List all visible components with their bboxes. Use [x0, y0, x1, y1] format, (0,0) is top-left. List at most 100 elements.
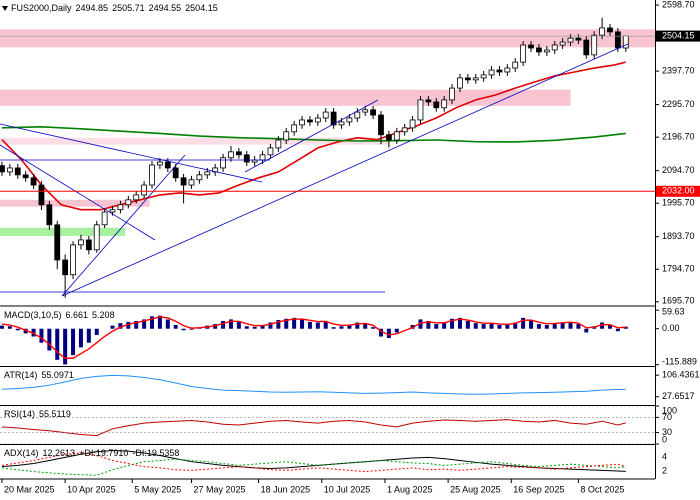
- header-item: 5.208: [92, 310, 115, 320]
- macd-bar: [7, 326, 12, 329]
- candle-body: [472, 77, 479, 81]
- macd-bar: [47, 328, 52, 351]
- candle-body: [607, 27, 613, 33]
- macd-bar: [252, 326, 257, 329]
- macd-bar: [300, 319, 305, 329]
- macd-bar: [118, 323, 123, 329]
- candle-body: [109, 209, 116, 213]
- macd-bar: [307, 321, 312, 329]
- pane-header: RSI(14) 55.5119: [4, 409, 71, 419]
- candle-body: [449, 87, 455, 101]
- candle-body: [512, 61, 519, 69]
- macd-bar: [236, 321, 241, 329]
- y-tick-label: 30: [662, 427, 672, 437]
- macd-bar: [181, 328, 186, 331]
- candle-body: [101, 211, 108, 226]
- macd-bar: [15, 328, 20, 331]
- macd-bar: [110, 325, 115, 329]
- y-tick-label: 0: [662, 434, 667, 444]
- menu-icon: [2, 6, 8, 11]
- macd-bar: [323, 320, 328, 329]
- macd-bar: [221, 320, 226, 329]
- frame: [0, 0, 656, 480]
- macd-bar: [244, 326, 249, 329]
- y-tick-label: 59.63: [662, 306, 685, 316]
- y-tick-label: 0.00: [662, 323, 680, 333]
- macd-bar: [339, 326, 344, 329]
- header-item: -DI:: [132, 448, 147, 458]
- macd-bar: [489, 323, 494, 329]
- x-tick-label: 25 Aug 2025: [450, 484, 501, 494]
- y-tick-label: 100: [662, 405, 677, 415]
- header-item: +DI:: [79, 448, 96, 458]
- candle-body: [567, 37, 574, 43]
- macd-bar: [347, 325, 352, 329]
- macd-bar: [0, 325, 4, 329]
- x-tick-label: 20 Mar 2025: [4, 484, 55, 494]
- candle-body: [378, 114, 384, 136]
- macd-bar: [418, 319, 423, 329]
- y-tick-label: 1995.70: [662, 198, 695, 208]
- candle-body: [433, 101, 440, 109]
- zone: [0, 199, 150, 207]
- candle-body: [559, 41, 566, 46]
- x-tick-label: 10 Apr 2025: [67, 484, 116, 494]
- candle-body: [267, 147, 274, 156]
- last-price-label: 2504.15: [662, 30, 695, 40]
- candle-body: [322, 111, 329, 119]
- macd-bar: [78, 328, 83, 348]
- macd-bar: [600, 322, 605, 329]
- last-price-box: [656, 30, 700, 42]
- macd-bar: [39, 328, 44, 343]
- candle-body: [417, 99, 424, 121]
- pane-header: MACD(3,10,5) 6.661 5.208: [4, 310, 115, 320]
- y-tick-label: 2598.70: [662, 0, 695, 9]
- candle-body: [149, 164, 155, 186]
- macd-bar: [284, 318, 289, 329]
- macd-bar: [481, 324, 486, 329]
- level-label: 2032.00: [662, 186, 695, 196]
- candle-body: [425, 99, 432, 103]
- candle-body: [157, 161, 163, 166]
- header-item: 6.661: [66, 310, 89, 320]
- rsi-pane: [0, 406, 655, 444]
- macd-bar: [86, 328, 91, 343]
- macd-bar: [268, 322, 273, 329]
- candle-body: [299, 119, 305, 126]
- price-pane: [0, 17, 655, 298]
- candle-body: [409, 119, 416, 129]
- y-tick-label: -115.889: [662, 356, 697, 366]
- candle-body: [338, 121, 345, 126]
- indicator-line: [1, 419, 626, 437]
- macd-bar: [276, 320, 281, 329]
- candle-body: [38, 184, 45, 206]
- macd-bar: [426, 320, 431, 329]
- candle-body: [228, 151, 234, 159]
- header-item: MACD(3,10,5): [4, 310, 62, 320]
- candle-body: [591, 34, 598, 56]
- macd-bar: [165, 319, 170, 329]
- macd-bar: [31, 328, 36, 337]
- macd-bar: [378, 328, 383, 337]
- candle-body: [354, 111, 361, 119]
- candle-body: [117, 204, 124, 211]
- candle-body: [536, 47, 542, 53]
- trend-line: [0, 144, 156, 241]
- candle-body: [243, 154, 250, 163]
- header-item: RSI(14): [4, 409, 35, 419]
- candle-body: [393, 131, 400, 141]
- candle-body: [551, 44, 558, 51]
- macd-bar: [529, 320, 534, 329]
- candle-body: [575, 37, 582, 41]
- pane-header: ATR(14) 55.0971: [4, 370, 74, 380]
- macd-bar: [63, 328, 68, 365]
- candle-body: [520, 44, 527, 63]
- macd-bar: [552, 323, 557, 329]
- macd-bar: [228, 319, 233, 329]
- candle-body: [6, 167, 13, 173]
- candle-body: [457, 77, 463, 89]
- macd-bar: [157, 315, 162, 329]
- moving-average: [1, 61, 626, 211]
- macd-bar: [536, 324, 541, 329]
- macd-bar: [607, 325, 612, 329]
